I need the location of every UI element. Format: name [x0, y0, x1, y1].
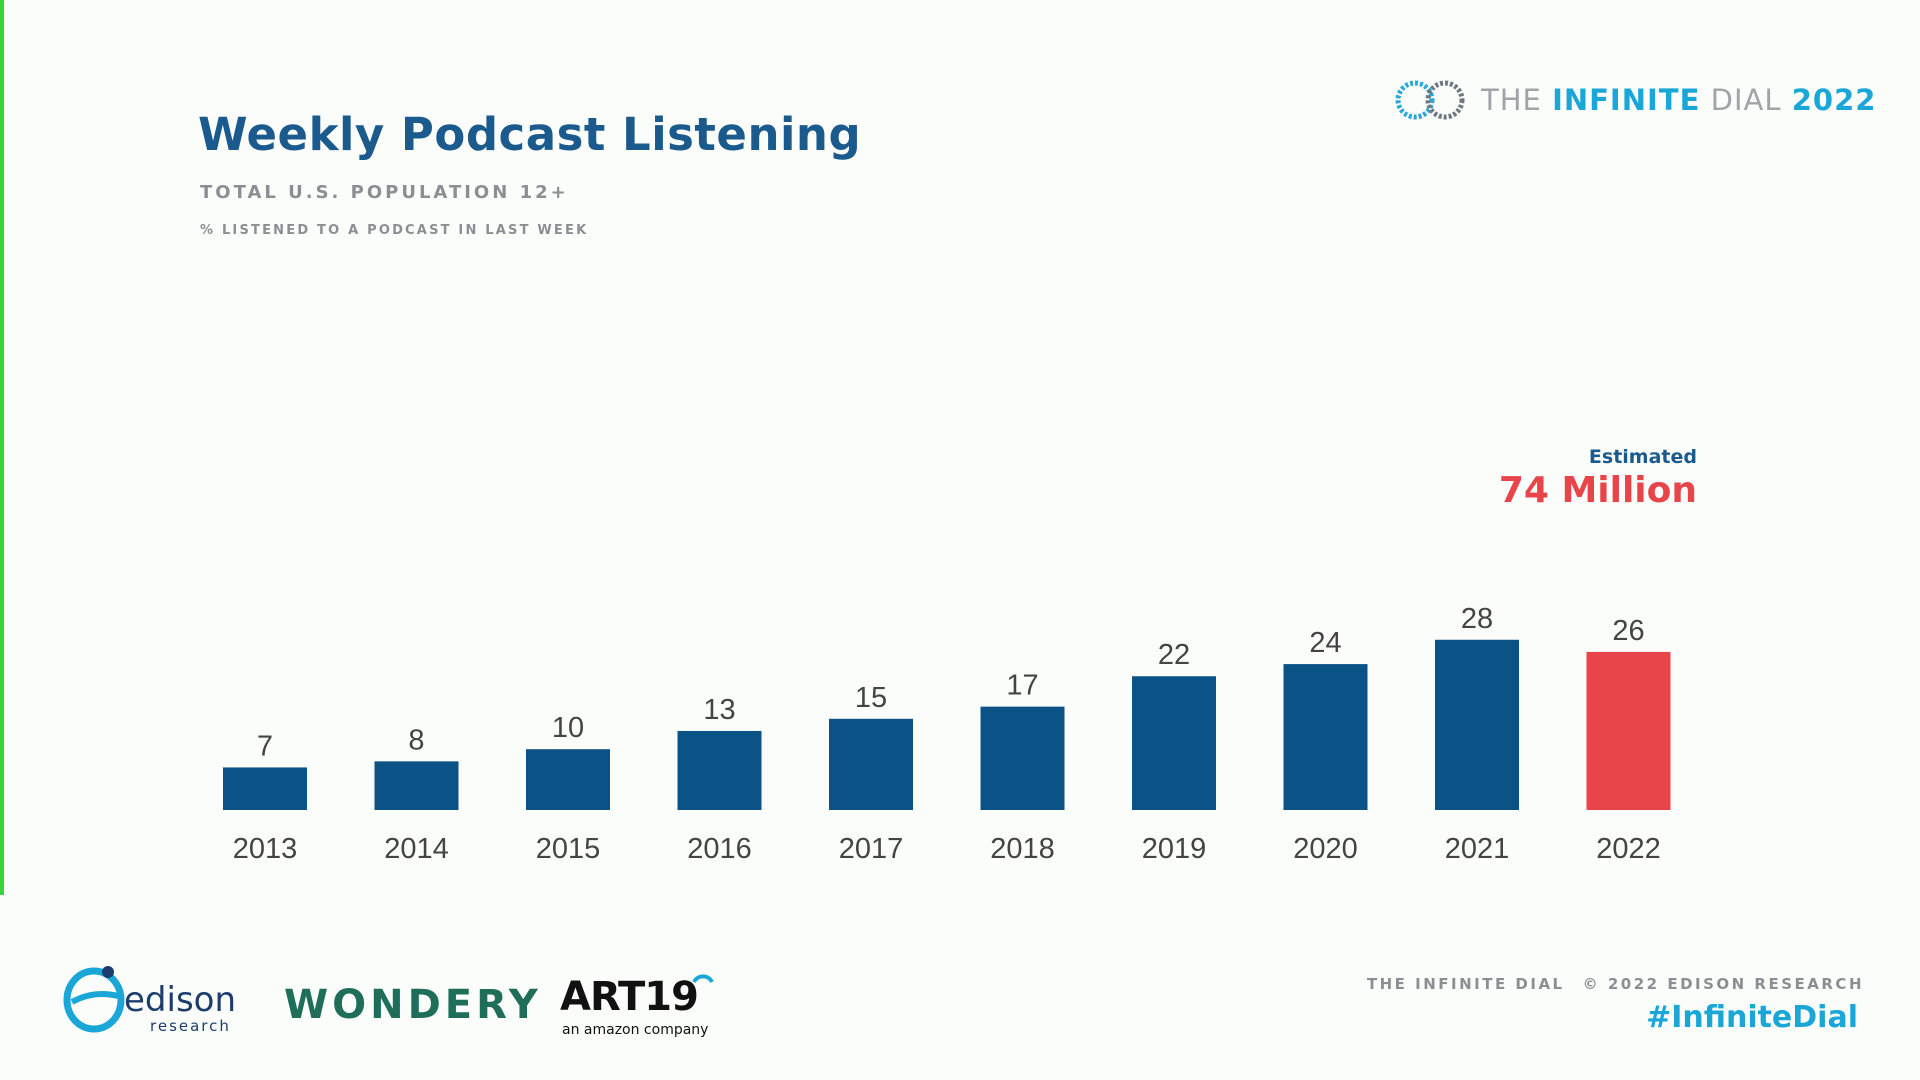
x-tick-label-2017: 2017 — [839, 833, 904, 865]
bar-2015 — [526, 749, 610, 810]
signal-arc-icon — [692, 974, 714, 984]
x-tick-label-2021: 2021 — [1445, 833, 1510, 865]
footer-left: THE INFINITE DIAL — [1366, 975, 1565, 993]
edison-swirl-icon — [63, 966, 125, 1033]
bar-2013 — [223, 767, 307, 810]
bar-2017 — [829, 718, 913, 810]
edison-wordmark: edison — [124, 980, 237, 1020]
x-tick-label-2022: 2022 — [1596, 833, 1661, 865]
left-edge-bar — [0, 0, 4, 895]
x-tick-label-2015: 2015 — [536, 833, 601, 865]
data-label-2020: 24 — [1309, 627, 1341, 659]
x-tick-label-2014: 2014 — [384, 833, 449, 865]
edison-subtext: research — [150, 1017, 231, 1035]
brand-year: 2022 — [1791, 83, 1877, 117]
infinity-rings-icon — [1395, 80, 1465, 120]
brand-wordmark: THE INFINITE DIAL 2022 — [1481, 83, 1876, 117]
estimate-label: Estimated — [1588, 446, 1697, 468]
footer-right: © 2022 EDISON RESEARCH — [1582, 975, 1864, 993]
footer-credit: THE INFINITE DIAL © 2022 EDISON RESEARCH — [1367, 975, 1864, 993]
bar-2014 — [374, 761, 459, 810]
slide-subnote: % LISTENED TO A PODCAST IN LAST WEEK — [200, 223, 589, 238]
edison-logo: edison research — [60, 960, 236, 1040]
bar-2018 — [980, 706, 1065, 810]
bar-2021 — [1435, 639, 1519, 810]
x-tick-label-2020: 2020 — [1293, 833, 1358, 865]
bar-2022 — [1586, 651, 1671, 810]
data-label-2017: 15 — [855, 682, 887, 714]
slide-subtitle: TOTAL U.S. POPULATION 12+ — [200, 182, 569, 203]
brand-middle: DIAL — [1700, 83, 1792, 117]
data-label-2013: 7 — [257, 730, 273, 762]
data-label-2021: 28 — [1461, 603, 1493, 635]
art19-subtext: an amazon company — [562, 1022, 709, 1038]
data-label-2015: 10 — [552, 712, 584, 744]
data-label-2018: 17 — [1006, 670, 1038, 702]
x-tick-label-2018: 2018 — [990, 833, 1055, 865]
data-label-2019: 22 — [1158, 639, 1190, 671]
estimate-value: 74 Million — [1498, 470, 1697, 511]
brand-prefix: THE — [1481, 83, 1553, 117]
art19-wordmark: ART19 — [560, 974, 699, 1020]
data-label-2014: 8 — [408, 724, 424, 756]
estimate-callout: Estimated 74 Million — [1499, 446, 1697, 511]
x-tick-label-2019: 2019 — [1142, 833, 1207, 865]
data-label-2016: 13 — [703, 694, 735, 726]
infinite-dial-brand: THE INFINITE DIAL 2022 — [1393, 78, 1876, 122]
hashtag-link[interactable]: #InfiniteDial — [1646, 1000, 1858, 1035]
art19-logo: ART19 an amazon company — [560, 974, 720, 1044]
data-label-2022: 26 — [1612, 615, 1644, 647]
bar-2020 — [1283, 664, 1368, 810]
slide-title: Weekly Podcast Listening — [198, 108, 862, 161]
x-tick-label-2013: 2013 — [233, 833, 298, 865]
x-tick-label-2016: 2016 — [687, 833, 752, 865]
bar-2016 — [677, 730, 762, 810]
brand-highlight: INFINITE — [1552, 83, 1701, 117]
bar-2019 — [1132, 676, 1216, 810]
wondery-logo: WONDERY — [284, 982, 542, 1028]
